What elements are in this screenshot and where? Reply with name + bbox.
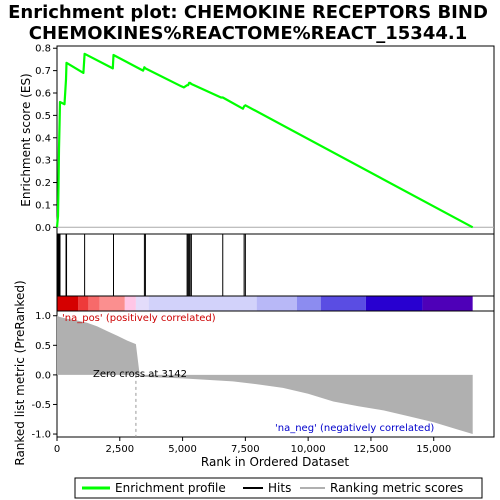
chart-title-line-2: CHEMOKINES%REACTOME%REACT_15344.1	[29, 23, 467, 44]
legend-hits: Hits	[268, 481, 291, 495]
es-y-tick-label: 0.2	[35, 178, 51, 189]
es-y-tick-label: 0.5	[35, 111, 51, 122]
positive-correlation-label: 'na_pos' (positively correlated)	[62, 313, 216, 324]
es-y-axis: 0.0 0.1 0.2 0.3 0.4 0.5 0.6 0.7 0.8	[35, 44, 57, 234]
metric-y-axis: 1.0 0.5 0.0 -0.5 -1.0	[31, 311, 57, 441]
es-panel-frame	[56, 45, 495, 235]
color-bar-segment	[57, 296, 79, 311]
ranked-list-color-bar	[57, 296, 473, 311]
x-tick-label: 5,000	[168, 444, 197, 455]
ranking-metric-area	[57, 315, 473, 434]
x-tick-label: 7,500	[231, 444, 260, 455]
x-axis-label: Rank in Ordered Dataset	[201, 455, 349, 469]
es-y-tick-label: 0.3	[35, 156, 51, 167]
metric-y-tick-label: 0.5	[35, 341, 51, 352]
metric-y-tick-label: -1.0	[31, 430, 51, 441]
zero-cross-label: Zero cross at 3142	[93, 369, 187, 380]
x-tick-label: 10,000	[291, 444, 326, 455]
x-tick-label: 2,500	[105, 444, 134, 455]
chart-title-line-1: Enrichment plot: CHEMOKINE RECEPTORS BIN…	[8, 2, 488, 23]
x-tick-label: 12,500	[353, 444, 388, 455]
x-axis: 0 2,500 5,000 7,500 10,000 12,500 15,000	[54, 437, 451, 455]
hits-panel-frame	[56, 233, 495, 297]
color-bar-segment	[256, 296, 297, 311]
color-bar-segment	[320, 296, 366, 311]
es-y-tick-label: 0.0	[35, 223, 51, 234]
es-y-tick-label: 0.4	[35, 133, 51, 144]
metric-y-tick-label: -0.5	[31, 400, 51, 411]
x-tick-label: 0	[54, 444, 60, 455]
hits-marks	[57, 234, 246, 296]
metric-y-axis-label: Ranked list metric (PreRanked)	[13, 280, 27, 465]
es-y-tick-label: 0.6	[35, 89, 51, 100]
legend-box	[74, 477, 483, 499]
color-bar-segment	[99, 296, 125, 311]
color-bar-segment	[78, 296, 89, 311]
es-y-tick-label: 0.1	[35, 200, 51, 211]
color-bar-segment	[422, 296, 473, 311]
x-tick-label: 15,000	[416, 444, 451, 455]
color-bar-segment	[88, 296, 100, 311]
es-y-tick-label: 0.7	[35, 66, 51, 77]
color-bar-segment	[124, 296, 136, 311]
es-y-axis-label: Enrichment score (ES)	[19, 73, 33, 206]
metric-y-tick-label: 0.0	[35, 370, 51, 381]
legend-ranking-metric-scores: Ranking metric scores	[330, 481, 463, 495]
metric-y-tick-label: 1.0	[35, 311, 51, 322]
enrichment-profile-line	[55, 52, 474, 229]
color-bar-segment	[296, 296, 321, 311]
color-bar-segment	[135, 296, 149, 311]
es-y-tick-label: 0.8	[35, 44, 51, 55]
color-bar-segment	[148, 296, 257, 311]
color-bar-segment	[365, 296, 423, 311]
negative-correlation-label: 'na_neg' (negatively correlated)	[275, 423, 434, 434]
legend-enrichment-profile: Enrichment profile	[115, 481, 226, 495]
